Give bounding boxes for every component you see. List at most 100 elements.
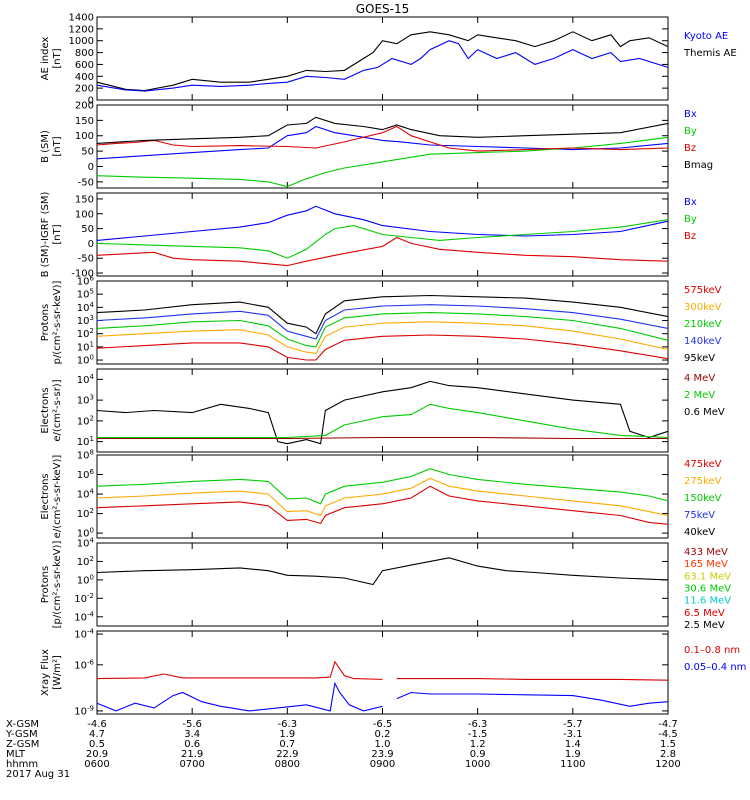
xaxis-tick-value: 1.0 bbox=[375, 739, 391, 750]
series-line-bsm bbox=[96, 136, 669, 188]
series-line-electrons_kev bbox=[96, 477, 669, 517]
legend-entry-xray: 0.05–0.4 nm bbox=[684, 662, 746, 673]
legend-entry-bsm: Bx bbox=[684, 109, 697, 120]
ylabel-electrons_kev: Electrons bbox=[40, 473, 51, 519]
series-line-bsm bbox=[96, 125, 669, 160]
xaxis-tick-value: 20.9 bbox=[86, 749, 108, 760]
xaxis-tick-value: -6.3 bbox=[468, 719, 488, 730]
ytick-label-electrons_mev: 101 bbox=[77, 435, 94, 448]
series-line-protons_low bbox=[96, 312, 669, 348]
ytick-label-protons_low: 101 bbox=[77, 340, 94, 353]
ylabel-unit-electrons_mev: e/(cm²-s-sr)] bbox=[52, 379, 63, 441]
series-line-bigrf bbox=[96, 236, 669, 267]
ytick-label-bsm: 200 bbox=[75, 101, 94, 112]
ylabel-bigrf: B (SM)-IGRF (SM) bbox=[40, 192, 51, 278]
ytick-label-protons_low: 100 bbox=[77, 354, 94, 367]
series-line-protons_low bbox=[96, 294, 669, 335]
ytick-label-xray: 10-4 bbox=[74, 628, 94, 641]
legend-entry-protons_mev: 63.1 MeV bbox=[684, 571, 731, 582]
series-line-electrons_mev bbox=[96, 380, 669, 445]
ytick-label-bigrf: -50 bbox=[78, 254, 94, 265]
xaxis-tick-value: 0.9 bbox=[470, 749, 486, 760]
ylabel-bsm: B (SM) bbox=[40, 130, 51, 163]
series-line-ae bbox=[96, 31, 669, 92]
ylabel-xray: Xray Flux bbox=[40, 649, 51, 696]
xaxis-tick-value: -4.5 bbox=[658, 729, 678, 740]
series-line-protons_mev bbox=[96, 557, 669, 586]
xaxis-tick-value: 1.9 bbox=[565, 749, 581, 760]
legend-entry-electrons_kev: 475keV bbox=[684, 459, 722, 470]
xaxis-tick-value: -4.6 bbox=[87, 719, 107, 730]
series-line-bigrf bbox=[96, 219, 669, 259]
xaxis-row-label: Z-GSM bbox=[6, 739, 39, 750]
xaxis-tick-value: 1.2 bbox=[470, 739, 486, 750]
ytick-label-protons_mev: 104 bbox=[77, 537, 95, 550]
legend-entry-protons_low: 575keV bbox=[684, 285, 722, 296]
series-line-protons_low bbox=[96, 321, 669, 355]
legend-entry-protons_low: 300keV bbox=[684, 302, 722, 313]
xaxis-row-label: X-GSM bbox=[6, 719, 39, 730]
xaxis-tick-value: -5.7 bbox=[563, 719, 583, 730]
series-line-xray bbox=[96, 660, 669, 681]
legend-entry-protons_mev: 11.6 MeV bbox=[684, 596, 731, 607]
xaxis-tick-value: 0.2 bbox=[375, 729, 391, 740]
ytick-label-ae: 400 bbox=[75, 72, 94, 83]
xaxis-tick-value: 0800 bbox=[275, 759, 300, 770]
panel-frame-xray bbox=[96, 630, 669, 715]
legend-entry-bsm: By bbox=[684, 126, 697, 137]
ylabel-unit-ae: [nT] bbox=[52, 48, 63, 68]
ylabel-electrons_mev: Electrons bbox=[40, 387, 51, 433]
series-line-electrons_kev bbox=[96, 468, 669, 505]
ytick-label-electrons_mev: 102 bbox=[77, 414, 94, 427]
legend-entry-electrons_mev: 2 MeV bbox=[684, 390, 715, 401]
xaxis-tick-value: 1000 bbox=[465, 759, 490, 770]
ytick-label-protons_low: 103 bbox=[77, 314, 94, 327]
ylabel-unit-bigrf: [nT] bbox=[52, 224, 63, 244]
legend-entry-electrons_kev: 275keV bbox=[684, 476, 722, 487]
ytick-label-xray: 10-9 bbox=[74, 704, 94, 717]
ytick-label-ae: 1000 bbox=[69, 36, 94, 47]
legend-entry-protons_mev: 165 MeV bbox=[684, 559, 728, 570]
xaxis-row-label: hhmm bbox=[6, 759, 38, 770]
legend-entry-protons_mev: 433 MeV bbox=[684, 547, 728, 558]
legend-entry-xray: 0.1–0.8 nm bbox=[684, 645, 740, 656]
legend-entry-protons_low: 140keV bbox=[684, 336, 722, 347]
ytick-label-ae: 1200 bbox=[69, 24, 94, 35]
legend-entry-protons_low: 95keV bbox=[684, 353, 715, 364]
xaxis-row-label: Y-GSM bbox=[5, 729, 38, 740]
ytick-label-ae: 1400 bbox=[69, 13, 94, 24]
ytick-label-bigrf: 150 bbox=[75, 194, 94, 205]
legend-entry-bigrf: Bx bbox=[684, 197, 697, 208]
xaxis-tick-value: 1.5 bbox=[660, 739, 676, 750]
series-line-bigrf bbox=[96, 205, 669, 241]
ylabel-unit-electrons_kev: e/(cm²-s-sr-keV)] bbox=[52, 455, 63, 539]
date-label: 2017 Aug 31 bbox=[6, 769, 70, 780]
ytick-label-protons_low: 104 bbox=[77, 301, 95, 314]
series-line-electrons_mev bbox=[97, 436, 668, 440]
xaxis-tick-value: 0600 bbox=[84, 759, 109, 770]
xaxis-tick-value: 3.4 bbox=[184, 729, 200, 740]
ytick-label-bigrf: -100 bbox=[71, 269, 94, 280]
legend-entry-electrons_mev: 4 MeV bbox=[684, 373, 715, 384]
ylabel-unit-protons_low: p/(cm²-s-sr-keV)] bbox=[52, 281, 63, 365]
ytick-label-ae: 800 bbox=[75, 48, 94, 59]
ylabel-protons_mev: Protons bbox=[40, 566, 51, 603]
ytick-label-ae: 0 bbox=[88, 96, 94, 107]
xaxis-tick-value: 0.6 bbox=[184, 739, 200, 750]
series-line-protons_low bbox=[96, 304, 669, 340]
legend-entry-protons_low: 210keV bbox=[684, 319, 722, 330]
xaxis-tick-value: 1.9 bbox=[279, 729, 295, 740]
series-line-electrons_mev bbox=[97, 403, 669, 439]
legend-entry-bigrf: Bz bbox=[684, 231, 696, 242]
series-line-xray bbox=[96, 681, 669, 712]
panel-frame-electrons_kev bbox=[96, 454, 669, 539]
ytick-label-electrons_kev: 100 bbox=[77, 527, 94, 540]
ytick-label-protons_low: 105 bbox=[77, 288, 94, 301]
ytick-label-electrons_mev: 104 bbox=[77, 373, 95, 386]
ytick-label-protons_mev: 102 bbox=[77, 555, 94, 568]
legend-entry-bsm: Bz bbox=[684, 143, 696, 154]
plot-title: GOES-15 bbox=[356, 2, 410, 16]
legend-entry-protons_mev: 2.5 MeV bbox=[684, 620, 725, 631]
xaxis-tick-value: 21.9 bbox=[181, 749, 203, 760]
ytick-label-protons_mev: 10-4 bbox=[74, 610, 94, 623]
